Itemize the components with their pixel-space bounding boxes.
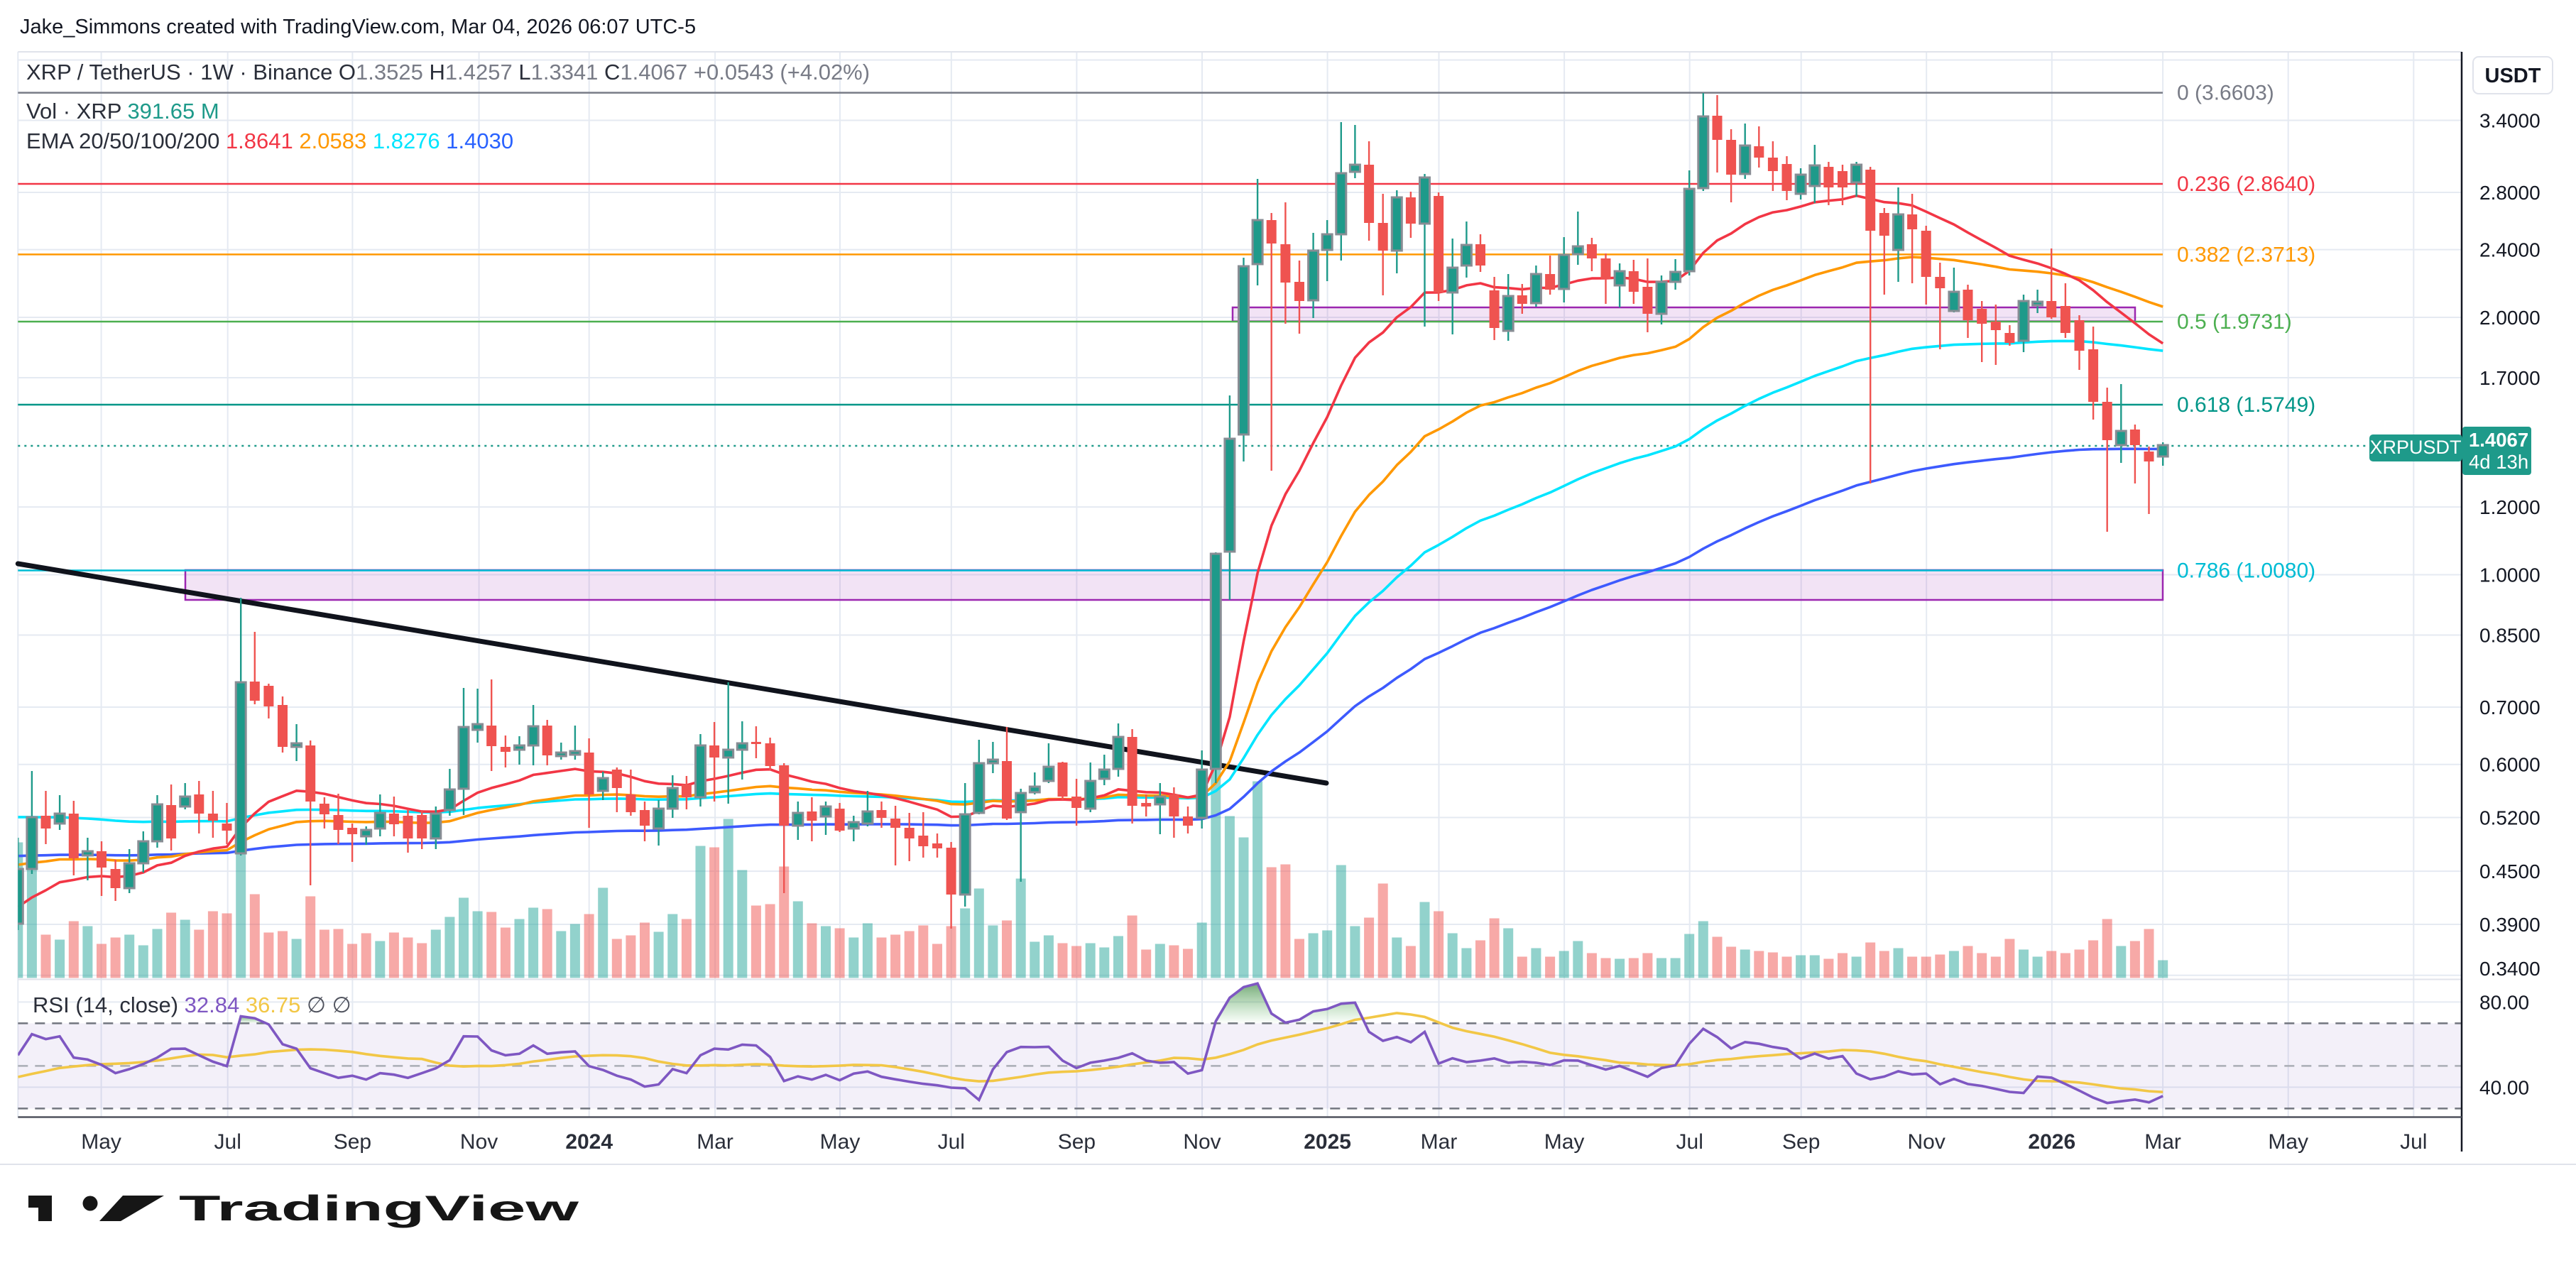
svg-text:2.0000: 2.0000 [2479,307,2540,329]
svg-text:May: May [1544,1130,1585,1154]
svg-text:May: May [81,1130,121,1154]
svg-text:EMA 20/50/100/200 1.8641 2.0: EMA 20/50/100/200 1.8641 2.0583 1.8276 1… [26,129,513,153]
svg-text:0.4500: 0.4500 [2479,860,2540,882]
svg-text:0.786 (1.0080): 0.786 (1.0080) [2177,559,2315,583]
svg-text:0.3900: 0.3900 [2479,914,2540,936]
svg-text:Jul: Jul [938,1130,965,1154]
svg-text:XRP / TetherUS · 1W · Binance: XRP / TetherUS · 1W · Binance O1.3525 H1… [26,60,870,84]
svg-text:Mar: Mar [697,1130,733,1154]
svg-text:Nov: Nov [1183,1130,1221,1154]
svg-text:Sep: Sep [1058,1130,1096,1154]
svg-text:Sep: Sep [1782,1130,1820,1154]
svg-text:RSI (14, close) 32.84 36.75: RSI (14, close) 32.84 36.75 ∅ ∅ [33,993,351,1017]
svg-text:2025: 2025 [1304,1130,1351,1154]
svg-text:0.3400: 0.3400 [2479,958,2540,980]
svg-text:40.00: 40.00 [2479,1076,2529,1098]
svg-text:0.8500: 0.8500 [2479,625,2540,647]
svg-text:0.382 (2.3713): 0.382 (2.3713) [2177,243,2315,266]
svg-text:Vol · XRP 391.65 M: Vol · XRP 391.65 M [26,99,219,124]
svg-text:Nov: Nov [460,1130,498,1154]
svg-text:Mar: Mar [2144,1130,2181,1154]
svg-text:4d 13h: 4d 13h [2469,451,2528,473]
svg-text:Mar: Mar [1421,1130,1458,1154]
svg-text:3.4000: 3.4000 [2479,110,2540,132]
svg-text:Jul: Jul [1676,1130,1703,1154]
svg-text:2024: 2024 [565,1130,613,1154]
svg-text:USDT: USDT [2485,65,2541,87]
svg-text:Jul: Jul [214,1130,241,1154]
svg-text:TradingView: TradingView [179,1188,579,1228]
svg-text:80.00: 80.00 [2479,991,2529,1013]
svg-text:0 (3.6603): 0 (3.6603) [2177,82,2274,105]
svg-text:May: May [820,1130,861,1154]
svg-text:0.5200: 0.5200 [2479,807,2540,829]
svg-text:0.7000: 0.7000 [2479,696,2540,718]
svg-text:May: May [2268,1130,2308,1154]
svg-text:Jake_Simmons created with Trad: Jake_Simmons created with TradingView.co… [20,16,696,38]
svg-text:0.5 (1.9731): 0.5 (1.9731) [2177,310,2292,334]
svg-text:2026: 2026 [2028,1130,2075,1154]
svg-text:XRPUSDT: XRPUSDT [2369,437,2461,458]
svg-text:Jul: Jul [2400,1130,2427,1154]
svg-text:Sep: Sep [334,1130,371,1154]
svg-text:2.8000: 2.8000 [2479,182,2540,204]
svg-text:2.4000: 2.4000 [2479,239,2540,261]
svg-text:1.0000: 1.0000 [2479,564,2540,586]
svg-text:0.618 (1.5749): 0.618 (1.5749) [2177,393,2315,417]
svg-text:Nov: Nov [1908,1130,1945,1154]
svg-text:1.4067: 1.4067 [2469,429,2528,451]
svg-text:1.7000: 1.7000 [2479,367,2540,389]
svg-text:0.6000: 0.6000 [2479,754,2540,776]
svg-text:0.236 (2.8640): 0.236 (2.8640) [2177,173,2315,196]
svg-text:1.2000: 1.2000 [2479,496,2540,518]
